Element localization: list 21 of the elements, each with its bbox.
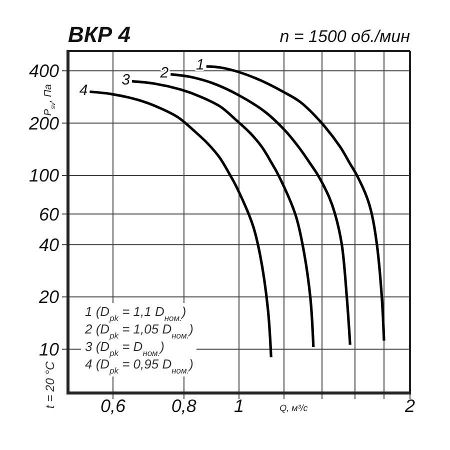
series-label: 1 bbox=[196, 56, 204, 74]
y-tick-label: 100 bbox=[28, 166, 59, 186]
annotation: 4 (D$_{pk}$ = 0,95 D$_{ном.}$) bbox=[85, 356, 194, 376]
y-tick-label: 40 bbox=[38, 234, 59, 255]
annotation: 2 (D$_{pk}$ = 1,05 D$_{ном.}$) bbox=[84, 322, 194, 340]
y-tick-label: 60 bbox=[38, 204, 59, 224]
text: t = 20 °C bbox=[43, 361, 57, 409]
y-tick-label: 20 bbox=[38, 287, 59, 308]
annotation: 1 (D$_{pk}$ = 1,1 D$_{ном.}$) bbox=[85, 304, 186, 323]
x-tick-label: 1 bbox=[234, 396, 244, 416]
x-axis-title: Q, м³/с bbox=[280, 403, 308, 413]
annotation: 3 (D$_{pk}$ = D$_{ном.}$) bbox=[85, 339, 165, 358]
x-tick-label: 2 bbox=[404, 396, 416, 416]
x-tick-label: 0,6 bbox=[100, 396, 126, 416]
x-tick-label: 0,8 bbox=[171, 396, 196, 416]
chart-title: ВКР 4 bbox=[68, 22, 130, 47]
series-label: 4 bbox=[79, 82, 88, 99]
y-tick-label: 10 bbox=[38, 340, 59, 360]
y-tick-label: 400 bbox=[28, 61, 59, 82]
chart-subtitle: n = 1500 об./мин bbox=[280, 27, 411, 46]
series-label: 3 bbox=[122, 71, 131, 88]
